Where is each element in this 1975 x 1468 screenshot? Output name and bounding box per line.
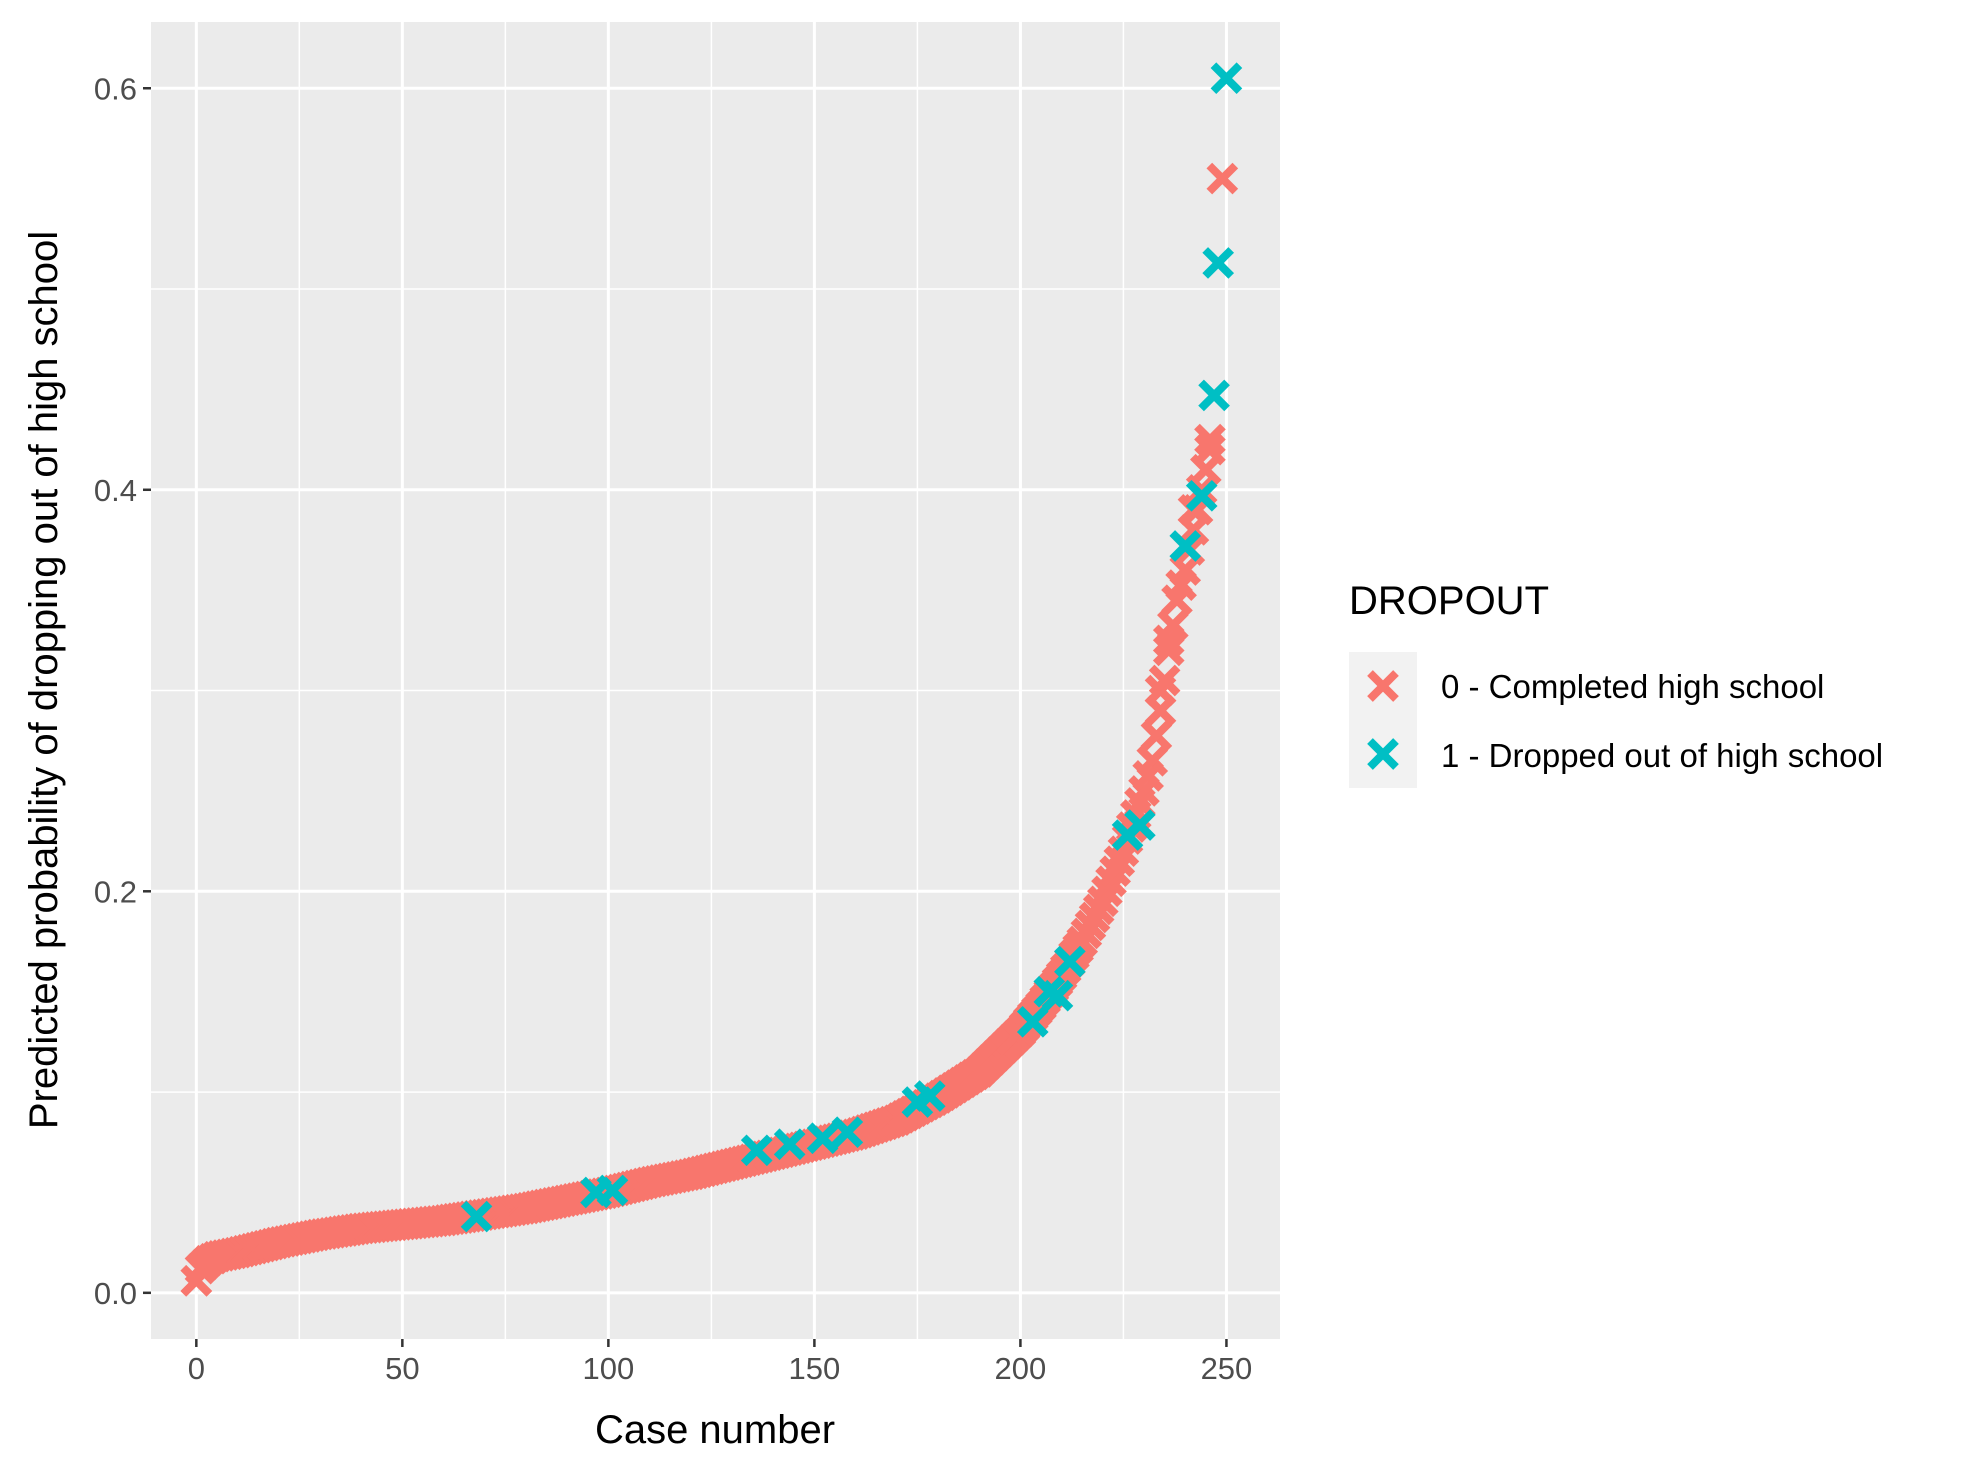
point-series-1 (460, 1200, 493, 1233)
point-series-1 (773, 1128, 806, 1161)
y-tick-labels: 0.0 0.2 0.4 0.6 (94, 71, 137, 1311)
legend-key-series-1 (1367, 738, 1399, 770)
x-tick-label: 0 (188, 1351, 205, 1386)
grid-major (151, 22, 1280, 1339)
point-series-1 (1054, 945, 1086, 978)
x-tick-label: 200 (995, 1351, 1047, 1386)
point-series-0 (1152, 624, 1185, 657)
legend-label-series-0: 0 - Completed high school (1441, 668, 1824, 705)
point-series-1 (596, 1174, 629, 1207)
point-series-1 (1016, 1005, 1049, 1038)
point-series-1 (1169, 530, 1202, 562)
point-series-1 (1041, 979, 1074, 1012)
point-series-0 (1206, 162, 1239, 195)
axis-ticks (143, 87, 1228, 1347)
legend-label-series-1: 1 - Dropped out of high school (1441, 737, 1883, 774)
point-series-0 (1194, 423, 1226, 456)
point-series-0 (180, 1264, 213, 1297)
point-series-1 (1185, 479, 1218, 512)
legend: DROPOUT 0 - Completed high school 1 - Dr… (1349, 579, 1883, 788)
legend-x-mark-series-0 (1367, 670, 1399, 702)
point-series-1 (1198, 379, 1230, 412)
point-series-1 (1202, 247, 1235, 279)
x-tick-label: 100 (583, 1351, 635, 1386)
y-tick-label: 0.6 (94, 71, 137, 106)
y-tick-label: 0.2 (94, 874, 137, 909)
x-tick-labels: 0 50 100 150 200 250 (188, 1351, 1253, 1386)
point-series-0 (1152, 634, 1185, 667)
point-series-0 (1136, 744, 1169, 777)
point-series-1 (1210, 62, 1243, 95)
point-series-1 (806, 1122, 839, 1155)
point-series-1 (1124, 809, 1156, 841)
point-series-1 (740, 1134, 773, 1167)
y-axis-title: Predicted probability of dropping out of… (22, 231, 66, 1129)
point-series-0 (1194, 433, 1226, 466)
data-points (180, 62, 1243, 1297)
y-tick-label: 0.4 (94, 473, 137, 508)
x-tick-label: 250 (1201, 1351, 1253, 1386)
legend-key-series-0 (1367, 670, 1399, 702)
plot-panel (151, 22, 1280, 1339)
point-series-0 (1144, 674, 1177, 707)
legend-title: DROPOUT (1349, 579, 1549, 623)
point-series-0 (1140, 719, 1173, 752)
point-series-1 (913, 1080, 946, 1112)
y-tick-label: 0.0 (94, 1276, 137, 1311)
x-axis-title: Case number (595, 1408, 835, 1452)
legend-x-mark-series-1 (1367, 738, 1399, 770)
x-tick-label: 50 (385, 1351, 419, 1386)
grid-minor (151, 22, 1280, 1339)
x-tick-label: 150 (789, 1351, 841, 1386)
point-series-1 (831, 1116, 864, 1149)
